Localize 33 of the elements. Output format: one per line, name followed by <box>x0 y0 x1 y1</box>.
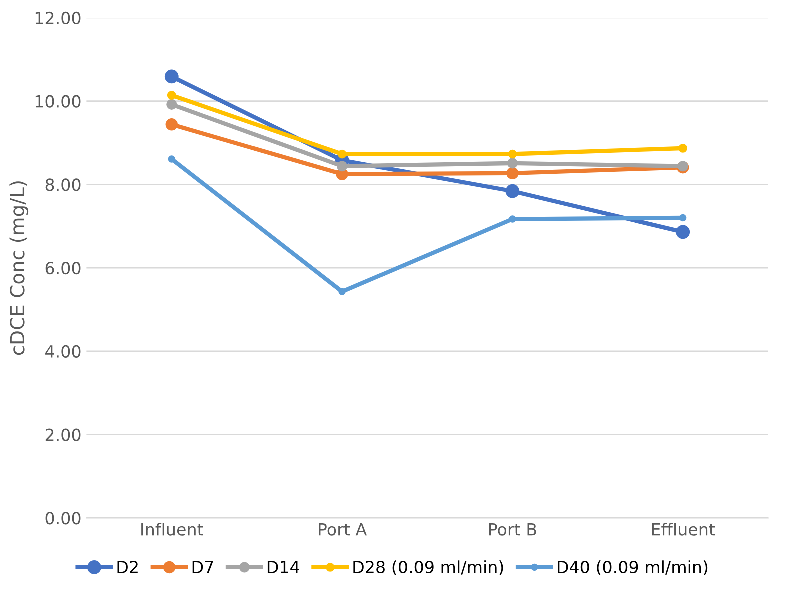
y-tick-label: 6.00 <box>46 262 81 275</box>
x-tick-label: Influent <box>142 522 204 536</box>
point <box>508 150 518 159</box>
y-tick-label: 8.00 <box>46 178 81 192</box>
x-tick-label: Port B <box>489 524 536 536</box>
point <box>337 161 348 172</box>
point <box>676 225 690 240</box>
legend-label: D28 (0.09 ml/min) <box>354 560 504 576</box>
y-axis-title: cDCE Conc (mg/L) <box>10 182 29 356</box>
y-tick-label: 0.00 <box>46 512 81 525</box>
legend-label: D40 (0.09 ml/min) <box>558 560 708 576</box>
y-tick-label: 12.00 <box>36 12 81 25</box>
point <box>678 144 688 153</box>
point <box>338 150 347 159</box>
legend-label: D7 <box>192 561 214 574</box>
point <box>167 91 176 100</box>
point <box>166 99 178 110</box>
point <box>338 288 346 296</box>
point <box>679 214 687 222</box>
point <box>506 167 519 180</box>
point <box>507 158 518 169</box>
y-tick-label: 10.00 <box>36 95 81 108</box>
point <box>168 156 176 163</box>
legend-label: D2 <box>118 560 138 574</box>
point <box>506 184 520 198</box>
point <box>164 70 179 84</box>
point <box>509 216 516 223</box>
y-tick-label: 2.00 <box>46 428 81 442</box>
point <box>166 118 178 131</box>
legend-label: D14 <box>268 561 300 574</box>
x-tick-label: Effluent <box>652 522 716 536</box>
x-tick-label: Port A <box>319 524 368 536</box>
y-tick-label: 4.00 <box>46 345 81 358</box>
